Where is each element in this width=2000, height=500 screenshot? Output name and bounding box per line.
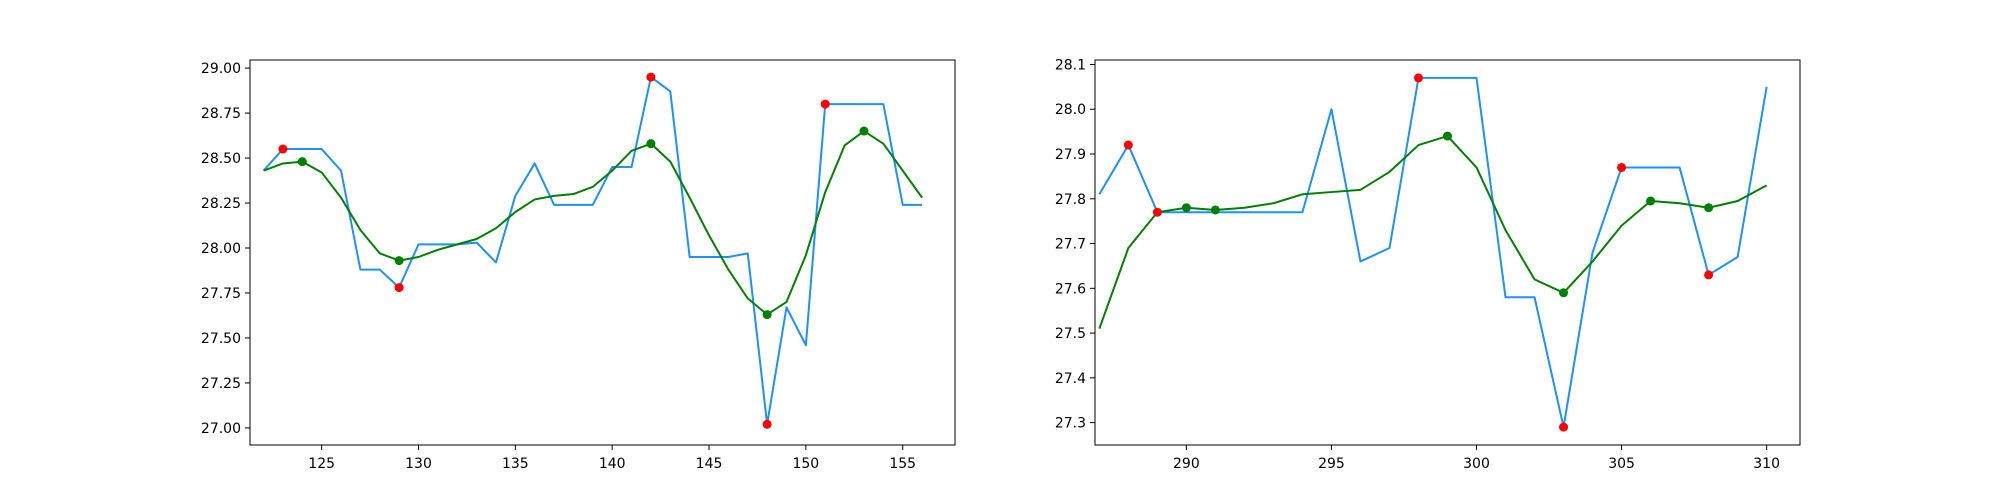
chart-1-series-2-point <box>1152 207 1162 217</box>
chart-0-series-0-line <box>262 76 923 426</box>
left-chart-panel: 125 130 135 140 145 150 155 27.00 27.25 27.50 27.7… <box>201 59 956 472</box>
chart-0-y-tick-label: 27.50 <box>201 331 241 347</box>
chart-1-y-tick-label: 27.7 <box>1055 237 1086 253</box>
chart-0-x-tick-label: 155 <box>889 456 916 472</box>
chart-0-y-tick-label: 29.00 <box>201 61 241 77</box>
chart-1-series-3-point <box>1559 288 1569 298</box>
chart-0-x-tick-label: 150 <box>792 456 819 472</box>
chart-1-x-tick-label: 300 <box>1463 456 1490 472</box>
chart-1-series-3-point <box>1704 203 1714 213</box>
chart-1-y-tick-label: 28.0 <box>1055 102 1086 118</box>
chart-1-series-3-point <box>1443 131 1452 141</box>
chart-1-y-tick-label: 27.8 <box>1055 192 1086 208</box>
chart-1-y-tick-label: 27.6 <box>1055 281 1086 297</box>
chart-0-y-tick-label: 27.00 <box>201 421 241 437</box>
chart-1-series-2-point <box>1704 270 1714 280</box>
chart-0-axes-frame <box>249 59 956 446</box>
chart-1-series-3-point <box>1646 196 1656 206</box>
chart-1-x-tick-label: 310 <box>1753 456 1780 472</box>
chart-1-y-tick-label: 27.5 <box>1055 326 1086 342</box>
chart-0-y-tick-label: 27.75 <box>201 286 241 302</box>
chart-0-series-2-point <box>762 419 772 429</box>
chart-0-y-tick-label: 28.75 <box>201 106 241 122</box>
chart-1-series-3-point <box>1181 203 1191 213</box>
chart-0-series-3-point <box>297 157 307 167</box>
chart-1-series-3-point <box>1210 205 1220 215</box>
chart-1-axes-frame <box>1094 59 1801 446</box>
chart-0-series-2-point <box>278 144 288 154</box>
chart-1-series-2-point <box>1123 140 1133 150</box>
chart-1-x-tick-label: 290 <box>1173 456 1200 472</box>
chart-1-y-tick-label: 27.3 <box>1055 416 1086 432</box>
chart-1-series-2-point <box>1559 422 1569 432</box>
chart-0-y-tick-label: 28.00 <box>201 241 241 257</box>
right-chart-panel: 290 295 300 305 310 27.3 27.4 27.5 27.6 27.7 27.8 2… <box>1055 57 1801 472</box>
chart-0-y-tick-label: 28.50 <box>201 151 241 167</box>
chart-0-series-3-point <box>859 126 869 136</box>
chart-0-series-2-point <box>394 283 404 293</box>
chart-0-series-3-point <box>762 310 772 320</box>
chart-1-series-1-line <box>1098 135 1768 329</box>
chart-1-series-0-line <box>1098 76 1768 429</box>
chart-0-x-tick-label: 145 <box>696 456 723 472</box>
chart-0-x-tick-label: 125 <box>308 456 335 472</box>
chart-1-y-tick-label: 27.4 <box>1055 371 1086 387</box>
chart-1-x-tick-label: 305 <box>1608 456 1635 472</box>
chart-0-series-3-point <box>394 256 404 266</box>
chart-1-series-2-point <box>1617 162 1627 172</box>
chart-0-series-2-point <box>820 99 830 109</box>
chart-0-series-2-point <box>646 72 656 82</box>
chart-1-x-tick-label: 295 <box>1318 456 1345 472</box>
chart-0-series-3-point <box>646 139 656 149</box>
chart-0-y-tick-label: 28.25 <box>201 196 241 212</box>
chart-0-x-tick-label: 135 <box>502 456 529 472</box>
chart-1-y-tick-label: 28.1 <box>1055 57 1086 73</box>
chart-0-x-tick-label: 140 <box>599 456 626 472</box>
chart-0-series-1-line <box>263 130 923 316</box>
chart-0-x-tick-label: 130 <box>405 456 432 472</box>
chart-1-y-tick-label: 27.9 <box>1055 147 1086 163</box>
chart-0-y-tick-label: 27.25 <box>201 376 241 392</box>
chart-1-series-2-point <box>1413 73 1423 83</box>
